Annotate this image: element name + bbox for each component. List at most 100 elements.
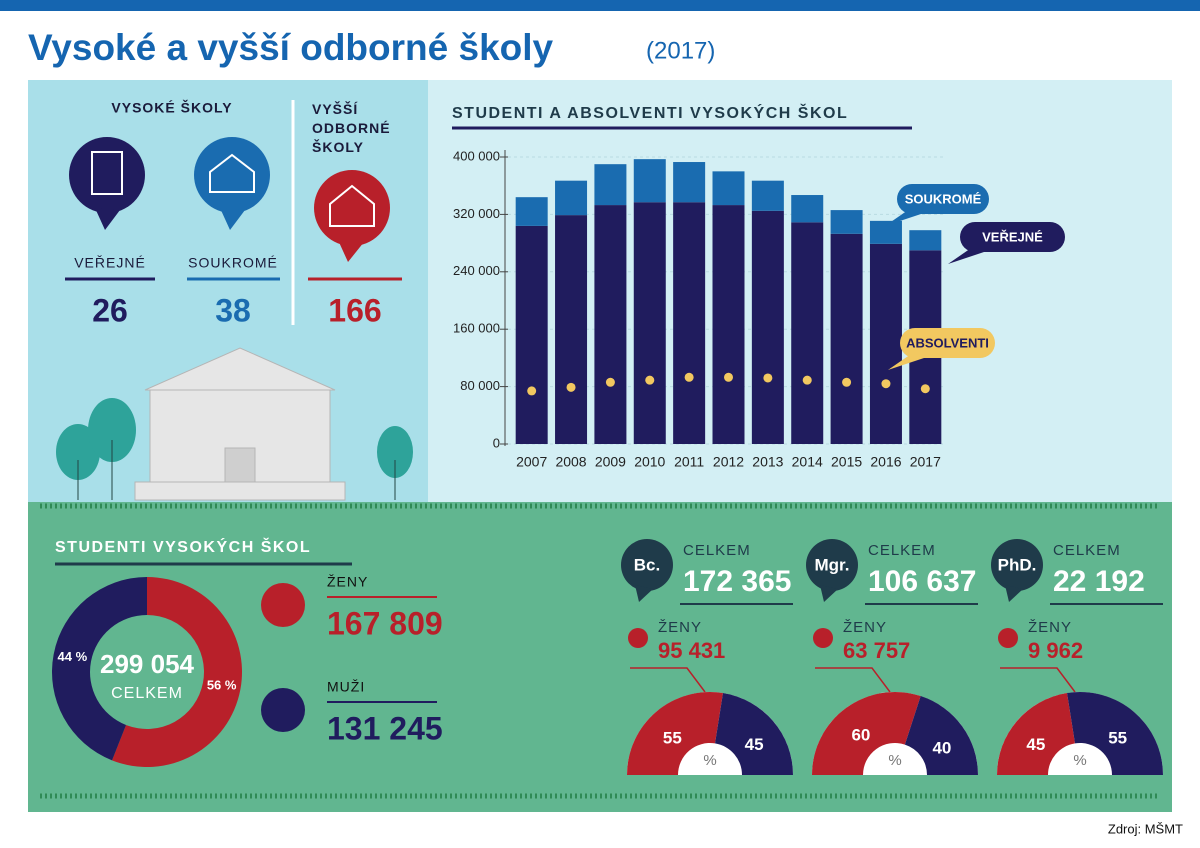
graduates-dot [645, 375, 655, 385]
graduates-dot [605, 377, 615, 387]
women-name: ŽENY [1028, 619, 1072, 636]
donut-total: 299 054 [100, 649, 195, 679]
graduates-dot [920, 384, 930, 394]
total-value: 172 365 [683, 565, 791, 598]
bar-segment [673, 202, 706, 444]
graduates-dot [802, 375, 812, 385]
bar-segment [909, 230, 942, 251]
icon-bubble [261, 688, 305, 732]
bar-segment [791, 195, 824, 223]
trees [56, 398, 413, 500]
bar-chart-title: STUDENTI A ABSOLVENTI VYSOKÝCH ŠKOL [452, 103, 848, 122]
y-tick-label: 80 000 [460, 378, 500, 393]
x-tick-label: 2013 [752, 454, 783, 470]
source: Zdroj: MŠMT [1108, 821, 1183, 836]
half-donut-segment [812, 692, 921, 775]
degree-panel: PhD. CELKEM 22 192 ŽENY 9 962 45 55% [991, 539, 1163, 775]
graduates-dot [527, 386, 537, 396]
women-icon [628, 628, 648, 648]
page-title: Vysoké a vyšší odborné školy [28, 27, 554, 68]
half-donut-label: 45 [1026, 735, 1045, 754]
building [134, 347, 346, 501]
legend-tail [948, 246, 990, 264]
icon-bubble [261, 583, 305, 627]
bar-segment [751, 180, 784, 211]
legend-bubble [897, 184, 989, 214]
x-tick-label: 2014 [792, 454, 823, 470]
half-donut-segment [1067, 692, 1163, 775]
women-value: 9 962 [1028, 638, 1083, 663]
bar-segment [751, 210, 784, 444]
heading-vos: VYŠŠÍ ODBORNÉ ŠKOLY [312, 101, 391, 155]
women-icon [998, 628, 1018, 648]
donut-value-label: 56 % [207, 678, 237, 693]
bar-segment [830, 233, 863, 444]
public-count: 26 [92, 292, 128, 328]
graduates-dot [881, 379, 891, 389]
women-name: ŽENY [843, 619, 887, 636]
bar-segment [633, 159, 666, 203]
bar-segment [712, 171, 745, 206]
badge-label: Bc. [634, 555, 660, 574]
y-tick-label: 320 000 [453, 206, 500, 221]
y-tick-label: 240 000 [453, 263, 500, 278]
top-bar [0, 0, 1200, 11]
donut-count: 167 809 [327, 605, 443, 641]
unit: % [888, 752, 901, 769]
donut-category: ŽENY [327, 574, 368, 590]
half-donut-label: 55 [1108, 728, 1127, 747]
badge-tail [820, 585, 838, 602]
x-tick-label: 2016 [870, 454, 901, 470]
bar-segment [712, 205, 745, 444]
legend-tail [885, 208, 927, 226]
total-name: CELKEM [683, 542, 751, 559]
legend-tail [888, 352, 930, 370]
bar-segment [594, 164, 627, 206]
badge-label: Mgr. [815, 555, 850, 574]
half-donut-label: 45 [745, 735, 764, 754]
x-tick-label: 2007 [516, 454, 547, 470]
donut-value-label: 44 % [58, 649, 88, 664]
bar-segment [869, 243, 902, 444]
bar-segment [830, 210, 863, 234]
unit: % [1073, 752, 1086, 769]
x-tick-label: 2012 [713, 454, 744, 470]
private-count: 38 [215, 292, 251, 328]
total-value: 106 637 [868, 565, 976, 598]
degree-panel: Bc. CELKEM 172 365 ŽENY 95 431 55 45% [621, 539, 793, 775]
half-donut-label: 60 [851, 726, 870, 745]
legend-label: SOUKROMÉ [905, 191, 982, 206]
badge [806, 539, 858, 591]
graduates-dot [842, 377, 852, 387]
x-tick-label: 2010 [634, 454, 665, 470]
icon-vos [314, 170, 390, 262]
graduates-dot [684, 372, 694, 382]
half-donut-segment [997, 693, 1075, 775]
half-donut-segment [627, 691, 723, 775]
badge [991, 539, 1043, 591]
leader-line [630, 667, 706, 693]
x-tick-label: 2017 [910, 454, 941, 470]
half-donut-segment [715, 693, 793, 775]
donut-total-name: CELKEM [111, 685, 183, 702]
donut-title: STUDENTI VYSOKÝCH ŠKOL [55, 537, 311, 556]
graduates-dot [724, 372, 733, 382]
public-label: VEŘEJNÉ [74, 255, 146, 271]
graduates-dot [763, 373, 773, 383]
x-tick-label: 2008 [555, 454, 586, 470]
women-name: ŽENY [658, 619, 702, 636]
bar-segment [791, 222, 824, 444]
degree-panel: Mgr. CELKEM 106 637 ŽENY 63 757 60 40% [806, 539, 978, 775]
legend-bubble [960, 222, 1065, 252]
x-tick-label: 2009 [595, 454, 626, 470]
y-tick-label: 400 000 [453, 148, 500, 163]
badge [621, 539, 673, 591]
women-icon [813, 628, 833, 648]
bar-segment [515, 225, 548, 444]
women-value: 63 757 [843, 638, 910, 663]
y-tick-label: 160 000 [453, 321, 500, 336]
total-value: 22 192 [1053, 565, 1145, 598]
legend-label: ABSOLVENTI [906, 335, 989, 350]
